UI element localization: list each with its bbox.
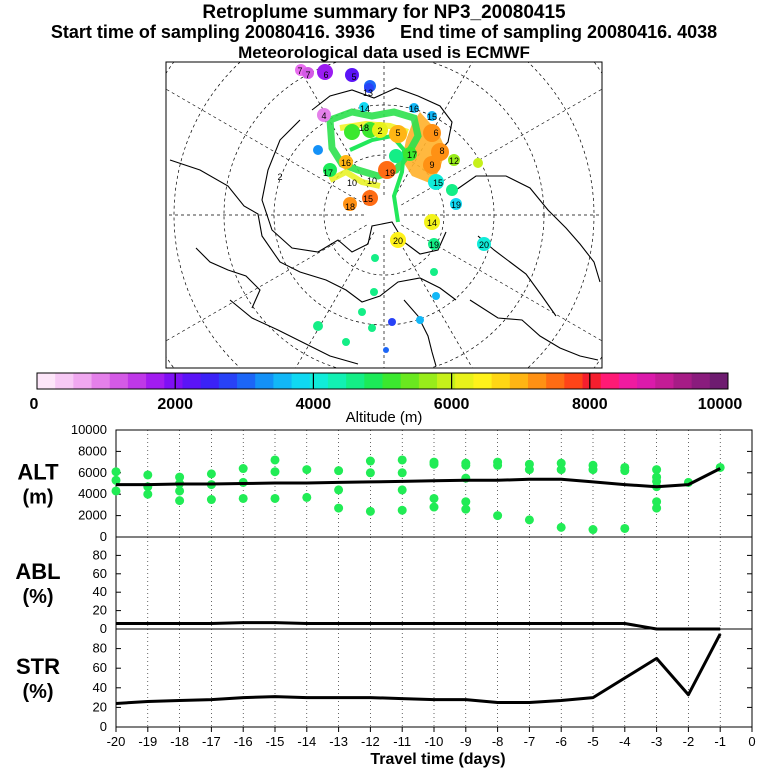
plume-cluster-marker	[364, 83, 374, 93]
plume-day-label: 13	[363, 88, 373, 98]
plume-cluster-marker	[372, 122, 388, 138]
plume-day-label: 7	[297, 66, 302, 76]
plume-cluster-marker	[448, 154, 460, 166]
plume-cluster-marker	[368, 324, 376, 332]
plume-cluster-marker	[342, 338, 350, 346]
plume-day-label: 4	[321, 111, 326, 121]
end-time-label: End time of sampling 20080416. 4038	[400, 22, 718, 42]
plume-cluster-marker	[390, 232, 406, 248]
plume-cluster-marker	[431, 143, 449, 161]
plume-cluster-marker	[424, 214, 440, 230]
plume-cluster-marker	[409, 103, 419, 113]
coastline	[311, 87, 453, 161]
plume-cluster-marker	[343, 197, 357, 211]
plume-day-label: 20	[393, 236, 403, 246]
plume-day-label: 17	[407, 150, 417, 160]
plume-day-label: 19	[429, 240, 439, 250]
plume-path	[349, 133, 407, 223]
plume-day-label: 16	[341, 158, 351, 168]
plume-cluster-marker	[403, 147, 417, 161]
plume-day-label: 17	[323, 168, 333, 178]
plume-day-label: 2	[277, 172, 282, 182]
plume-cluster-marker	[323, 163, 337, 177]
plume-cluster-marker	[345, 68, 359, 82]
plume-cluster-marker	[362, 190, 378, 206]
coastline	[477, 235, 557, 317]
plume-cluster-marker	[339, 155, 353, 169]
plume-cluster-marker	[450, 198, 462, 210]
plume-day-label: 10	[347, 178, 357, 188]
plume-cluster-marker	[302, 67, 314, 79]
plume-cluster-marker	[477, 237, 491, 251]
plume-cluster-marker	[428, 238, 440, 250]
plume-cluster-marker	[378, 161, 396, 179]
plume-cluster-marker	[473, 158, 483, 168]
latitude-circle	[323, 154, 445, 276]
plume-day-label: 18	[345, 202, 355, 212]
plume-day-label: 15	[433, 178, 443, 188]
coastline	[229, 299, 359, 365]
coastline	[195, 247, 261, 309]
plume-cluster-marker	[388, 318, 396, 326]
plume-day-label: 5	[395, 128, 400, 138]
plume-cluster-marker	[423, 124, 441, 142]
plume-day-label: 15	[363, 194, 373, 204]
coastline	[169, 159, 457, 303]
plume-day-label: 14	[360, 104, 370, 114]
plume-day-label: 14	[427, 218, 437, 228]
plume-cluster-marker	[358, 308, 366, 316]
plume-cluster-marker	[313, 321, 323, 331]
plume-day-label: 19	[451, 200, 461, 210]
plume-day-label: 2	[377, 126, 382, 136]
coastline	[469, 299, 599, 361]
latitude-circle	[173, 62, 595, 368]
plume-cluster-marker	[359, 102, 369, 112]
plume-cluster-marker	[446, 184, 458, 196]
plume-cluster-marker	[383, 347, 389, 353]
plume-day-label: 10	[367, 176, 377, 186]
plume-day-label: 18	[359, 123, 369, 133]
plume-day-label: 19	[385, 168, 395, 178]
plume-cluster-marker	[416, 316, 424, 324]
plume-day-label: 5	[351, 72, 356, 82]
plume-day-label: 7	[305, 70, 310, 80]
plume-day-label: 6	[323, 70, 328, 80]
plume-day-label: 20	[479, 240, 489, 250]
plume-cluster-marker	[428, 174, 444, 190]
plume-cluster-marker	[370, 288, 378, 296]
plume-cluster-marker	[344, 124, 360, 140]
plume-day-label: 8	[439, 146, 444, 156]
plume-cluster-marker	[389, 149, 403, 163]
plume-day-label: 12	[449, 156, 459, 166]
plume-cluster-marker	[317, 108, 331, 122]
plume-day-label: 15	[427, 112, 437, 122]
plume-day-label: 16	[409, 104, 419, 114]
coastline	[403, 299, 437, 367]
chart-title: Retroplume summary for NP3_20080415	[202, 2, 566, 23]
coastline	[455, 175, 601, 283]
plume-cluster-marker	[389, 125, 407, 143]
start-time-label: Start time of sampling 20080416. 3936	[50, 22, 375, 42]
plume-cluster-marker	[427, 111, 437, 121]
plume-cluster-marker	[313, 145, 323, 155]
coastline	[261, 119, 447, 255]
plume-cluster-marker	[432, 292, 440, 300]
plume-day-label: 6	[433, 128, 438, 138]
plume-cluster-marker	[423, 156, 441, 174]
plume-cluster-marker	[371, 254, 379, 262]
plume-path	[328, 168, 381, 189]
plume-day-label: 9	[429, 160, 434, 170]
sampling-times: Start time of sampling 20080416. 3936 En…	[0, 22, 768, 43]
met-data-label: Meteorological data used is ECMWF	[238, 43, 530, 62]
plume-cluster-marker	[317, 64, 333, 80]
plume-cluster-marker	[430, 268, 438, 276]
